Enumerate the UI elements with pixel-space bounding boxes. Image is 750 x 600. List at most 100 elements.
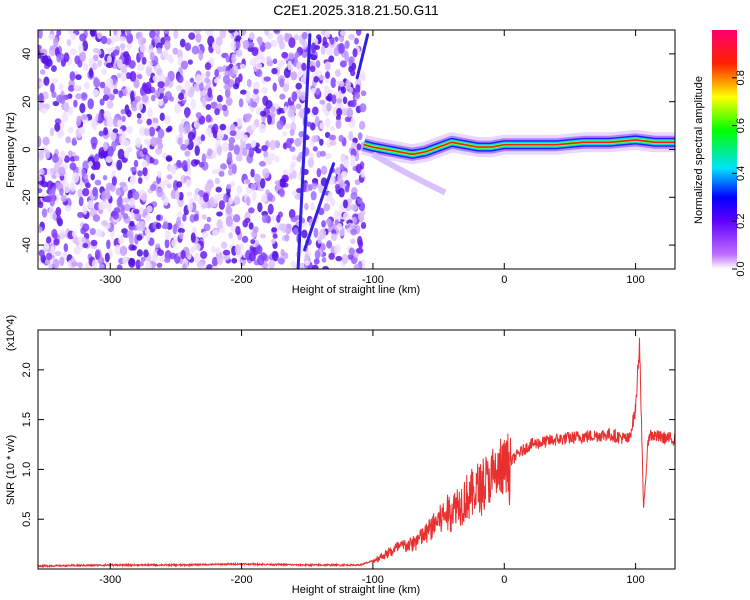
heatmap-cell [247,41,255,48]
heatmap-cell [137,170,143,177]
heatmap-cell [97,59,102,68]
heatmap-cell [180,143,188,151]
heatmap-cell [87,98,94,110]
heatmap-cell [200,251,208,259]
heatmap-cell [67,127,74,134]
heatmap-cell [177,137,183,146]
heatmap-cell [357,235,363,246]
heatmap-cell [175,85,182,92]
heatmap-cell [293,34,299,41]
heatmap-cell [257,254,265,266]
heatmap-cell [139,43,147,53]
x-tick-label: 0 [501,574,507,586]
heatmap-cell [256,180,261,187]
snr-y-label: SNR (10 * v/v) [5,435,17,505]
heatmap-cell [260,195,268,203]
heatmap-cell [99,98,105,106]
heatmap-cell [216,211,223,217]
heatmap-cell [157,249,164,257]
heatmap-cell [184,42,192,52]
heatmap-cell [59,229,66,240]
heatmap-cell [207,87,213,98]
heatmap-cell [343,159,349,169]
heatmap-cell [341,108,349,116]
heatmap-cell [82,187,90,197]
heatmap-cell [82,63,89,72]
heatmap-cell [194,145,200,157]
heatmap-cell [198,161,205,168]
heatmap-cell [310,87,317,94]
heatmap-cell [178,191,184,201]
heatmap-cell [214,177,221,185]
heatmap-cell [320,45,326,56]
heatmap-cell [98,201,106,211]
heatmap-cell [136,112,142,119]
colorbar-tick-label: 0.8 [735,70,747,85]
heatmap-cell [231,53,237,65]
snr-panel: -300 -200 -100 0 100 0.5 1.0 1.5 2.0 Height of … [5,315,676,596]
heatmap-cell [155,243,161,249]
heatmap-cell [281,223,287,234]
heatmap-cell [194,159,200,165]
x-tick-label: 0 [501,274,507,286]
heatmap-cell [141,94,149,103]
heatmap-cell [101,220,108,227]
heatmap-cell [126,229,134,239]
heatmap-cell [51,78,58,84]
heatmap-cell [113,88,119,95]
spectrogram-x-axis: -300 -200 -100 0 100 [99,30,645,286]
heatmap-cell [239,63,246,70]
heatmap-cell [357,212,364,221]
heatmap-cell [263,76,271,82]
heatmap-cell [152,75,158,82]
heatmap-cell [321,220,326,228]
heatmap-cell [122,197,130,203]
heatmap-cell [310,190,317,201]
heatmap-cell [176,181,183,188]
heatmap-cell [157,81,165,89]
heatmap-cell [40,107,48,114]
heatmap-cell [111,176,117,186]
heatmap-cell [341,171,348,178]
heatmap-cell [184,138,190,146]
heatmap-cell [142,166,148,177]
heatmap-cell [344,185,350,193]
heatmap-cell [324,30,331,38]
heatmap-cell [107,146,114,158]
heatmap-cell [196,261,204,268]
heatmap-cell [255,244,263,255]
heatmap-cell [125,125,133,134]
heatmap-cell [169,96,175,102]
heatmap-cell [178,123,184,134]
heatmap-cell [138,35,143,46]
heatmap-cell [47,34,55,41]
heatmap-cell [232,83,240,90]
heatmap-cell [264,30,270,36]
heatmap-cell [351,142,357,149]
heatmap-cell [178,92,184,101]
heatmap-cell [360,222,367,230]
heatmap-track [296,33,312,269]
heatmap-cell [159,112,165,122]
heatmap-cell [251,190,257,201]
heatmap-cell [248,32,255,40]
heatmap-cell [161,224,169,230]
heatmap-cell [50,167,56,175]
heatmap-cell [132,208,140,214]
heatmap-cell [184,150,191,157]
heatmap-cell [304,202,309,211]
heatmap-cell [299,91,307,101]
heatmap-cell [124,150,130,159]
heatmap-cell [287,60,293,71]
heatmap-cell [165,155,173,162]
heatmap-cell [92,121,97,131]
heatmap-cell [180,249,186,260]
heatmap-cell [330,233,338,241]
heatmap-cell [353,263,360,269]
heatmap-cell [285,137,292,149]
heatmap-cell [197,190,205,196]
heatmap-cell [79,102,86,114]
heatmap-cell [55,181,60,190]
heatmap-cell [227,142,235,151]
heatmap-cell [121,228,128,234]
